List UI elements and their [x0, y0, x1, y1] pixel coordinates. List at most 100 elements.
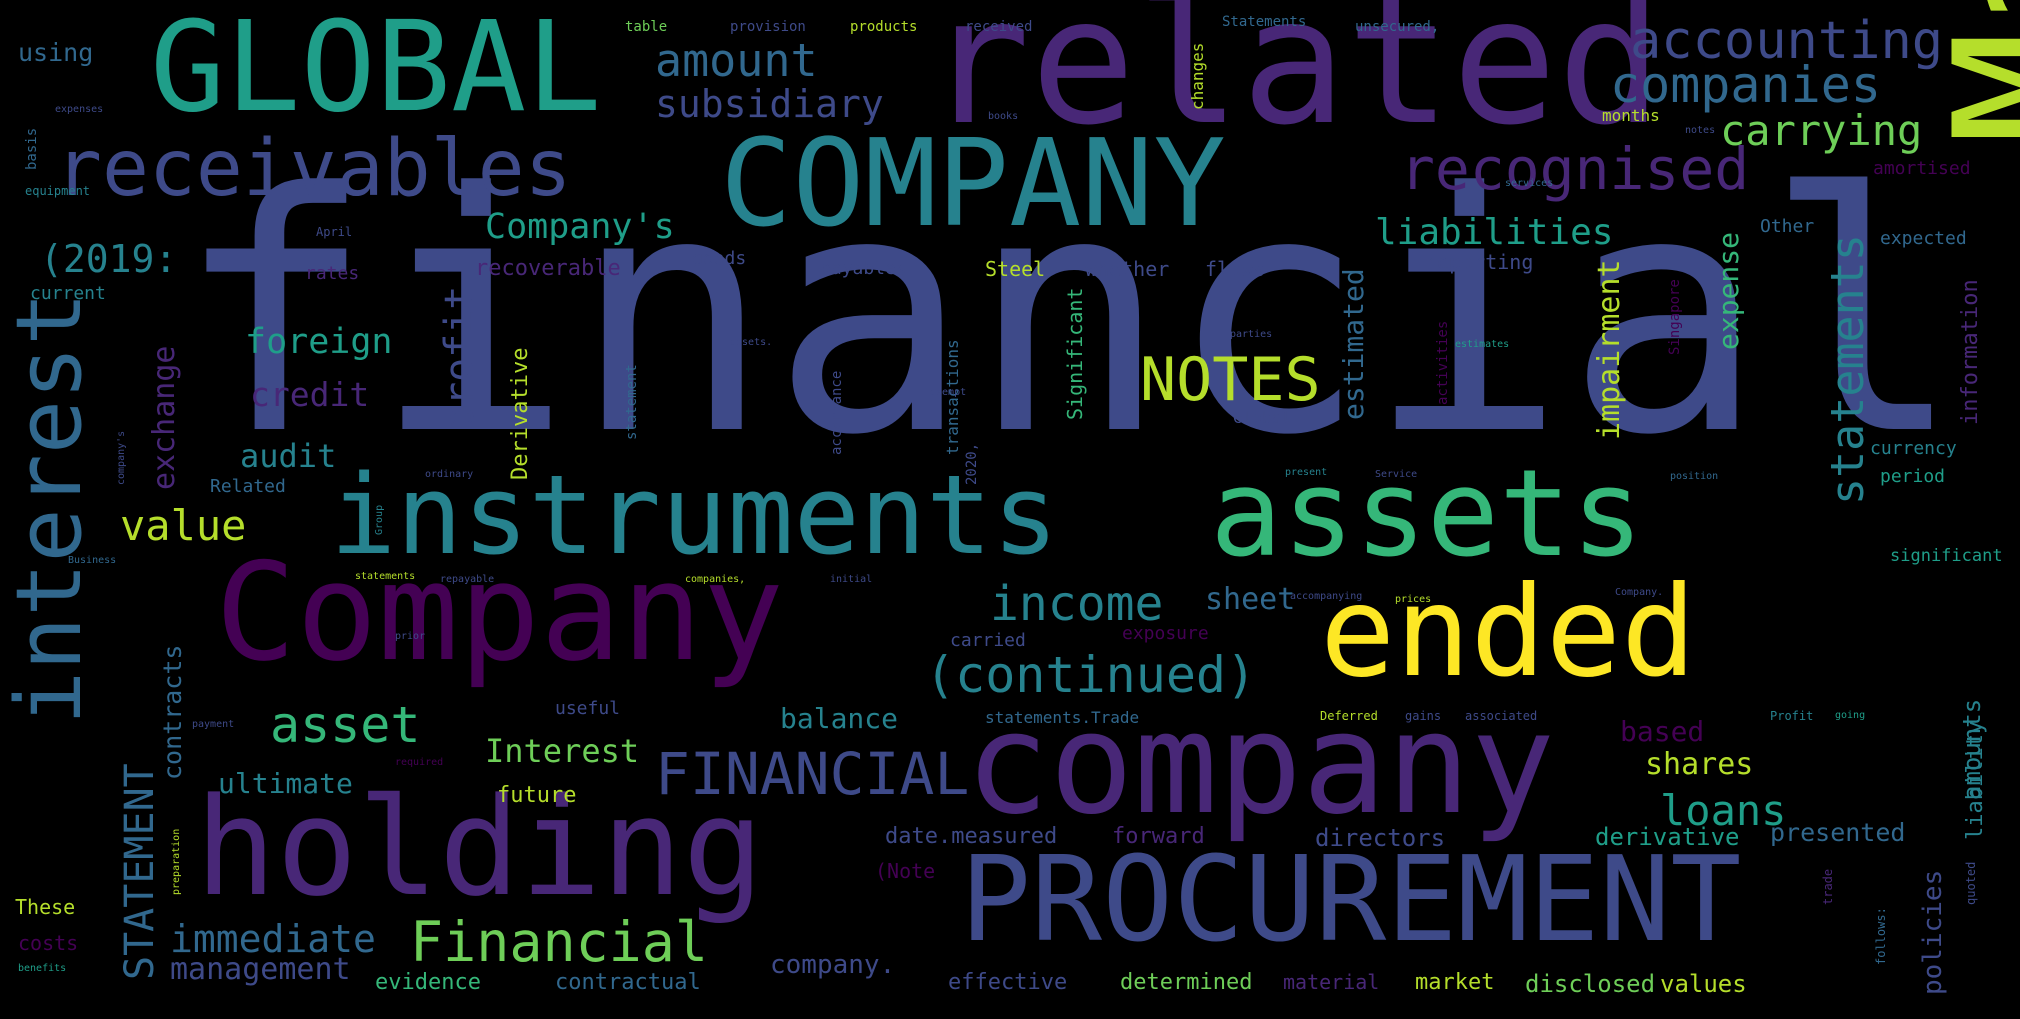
word-cloud-word: NOTES	[1140, 345, 1321, 415]
word-cloud-word: expense	[1712, 231, 1745, 350]
word-cloud-word: receivables	[55, 124, 572, 214]
word-cloud-word: estimated	[1337, 268, 1370, 420]
word-cloud-word: instruments	[330, 451, 1059, 579]
word-cloud-word: accounting	[1630, 11, 1944, 71]
word-cloud-word: sheet	[1205, 582, 1296, 617]
word-cloud-word: FINANCIAL	[655, 740, 970, 808]
word-cloud-word: liabilities	[1375, 212, 1614, 253]
word-cloud-word: (Note	[875, 859, 936, 883]
word-cloud-word: April	[316, 225, 353, 239]
word-cloud-word: date.measured	[885, 824, 1058, 849]
word-cloud-word: audit	[240, 437, 337, 475]
word-cloud-word: benefits	[18, 963, 67, 974]
word-cloud-word: COMPANY	[720, 115, 1226, 254]
word-cloud-word: notes	[1685, 125, 1716, 136]
word-cloud-word: costs	[18, 931, 79, 955]
word-cloud-word: foreign	[245, 322, 393, 362]
word-cloud-word: financial	[175, 123, 1964, 507]
word-cloud-word: credit	[250, 375, 370, 414]
word-cloud-word: equipment	[25, 184, 91, 198]
word-cloud-word: Company's	[485, 207, 675, 247]
word-cloud-word: policies	[1918, 869, 1948, 995]
word-cloud-word: assets	[1210, 445, 1644, 584]
word-cloud-word: assets.	[730, 337, 773, 348]
word-cloud-word: initial	[830, 574, 873, 585]
word-cloud-word: Company	[215, 534, 784, 691]
word-cloud-word: reporting	[1425, 250, 1534, 274]
word-cloud-word: exchange	[147, 345, 182, 491]
word-cloud-word: ended	[1320, 560, 1697, 705]
word-cloud-word: company	[965, 683, 1556, 846]
word-cloud-word: PROCUREMENT	[960, 830, 1742, 968]
word-cloud-word: companies	[1610, 56, 1881, 114]
word-cloud-word: contracts	[158, 644, 187, 780]
word-cloud-word: using	[18, 38, 94, 67]
word-cloud-word: statements.Trade	[985, 708, 1140, 727]
word-cloud-word: determined	[1120, 970, 1253, 995]
word-cloud-word: effective	[948, 970, 1068, 995]
word-cloud-word: (continued)	[925, 646, 1257, 704]
word-cloud-word: statements	[355, 571, 416, 582]
word-cloud-word: GLOBAL	[150, 0, 602, 140]
word-cloud-word: Deferred	[1320, 709, 1378, 723]
word-cloud-word: provision	[730, 19, 806, 35]
word-cloud-word: preparation	[171, 828, 182, 895]
word-cloud-word: shares	[1645, 747, 1754, 782]
word-cloud-word: payables	[820, 258, 907, 279]
word-cloud-word: subsidiary	[655, 82, 884, 126]
word-cloud-word: contractual	[555, 970, 701, 995]
word-cloud-word: going	[1835, 710, 1866, 721]
word-cloud-word: accompanying	[1290, 591, 1363, 602]
word-cloud-word: basis	[24, 127, 40, 170]
word-cloud-word: 2020,	[964, 442, 980, 485]
word-cloud-word: flows	[1205, 257, 1266, 281]
word-cloud-word: future	[497, 783, 577, 808]
word-cloud-word: values	[1660, 970, 1747, 998]
word-cloud-word: Financial	[410, 910, 709, 974]
word-cloud-word: asset	[270, 696, 421, 754]
word-cloud-word: Other	[1760, 216, 1815, 237]
word-cloud-word: Global	[1233, 408, 1291, 427]
word-cloud-word: amortised	[1873, 158, 1971, 179]
word-cloud-word: months	[1602, 106, 1660, 125]
word-cloud-word: estimates	[1455, 339, 1510, 350]
word-cloud-word: Steel	[985, 257, 1046, 281]
word-cloud-word: statements	[1821, 234, 1874, 505]
word-cloud-word: quoted	[1964, 861, 1978, 905]
word-cloud-word: Interest	[485, 732, 640, 770]
word-cloud-word: required	[395, 757, 444, 768]
word-cloud-word: interest	[0, 291, 102, 725]
word-cloud-word: changes	[1188, 42, 1207, 110]
word-cloud-word: carrying	[1720, 106, 1923, 155]
word-cloud-word: These	[15, 895, 76, 919]
word-cloud-word: books	[988, 111, 1019, 122]
word-cloud-word: associated	[1465, 709, 1538, 723]
word-cloud-word: value	[120, 501, 247, 550]
word-cloud-word: significant	[1890, 546, 2003, 566]
word-cloud-word: Group	[374, 504, 385, 535]
word-cloud-word: carried	[950, 630, 1026, 651]
word-cloud-word: income	[990, 576, 1164, 632]
word-cloud-word: repayable	[440, 574, 495, 585]
word-cloud-word: activities	[1435, 320, 1451, 405]
word-cloud-word: useful	[555, 698, 621, 719]
word-cloud-word: companies,	[685, 574, 746, 585]
word-cloud-word: expenses	[55, 104, 104, 115]
word-cloud-word: holding	[195, 769, 764, 926]
word-cloud-word: based	[1620, 715, 1705, 748]
word-cloud-word: current	[30, 283, 106, 304]
word-cloud-word: immediate	[170, 917, 376, 961]
word-cloud-word: currency	[1870, 438, 1957, 459]
word-cloud-word: ultimate	[218, 767, 353, 800]
word-cloud-word: Singapore	[1667, 279, 1683, 355]
word-cloud-word: disclosed	[1525, 970, 1656, 998]
word-cloud-word: prices	[1395, 594, 1432, 605]
word-cloud-word: position	[1670, 471, 1719, 482]
word-cloud-word: material	[1283, 970, 1380, 994]
word-cloud-word: Derivative	[508, 347, 533, 480]
word-cloud-word: loans	[1660, 786, 1787, 835]
word-cloud-word: statement	[624, 364, 640, 440]
word-cloud-word: ordinary	[425, 469, 474, 480]
word-cloud-word: management	[170, 952, 351, 987]
word-cloud-word: market	[1415, 970, 1495, 995]
